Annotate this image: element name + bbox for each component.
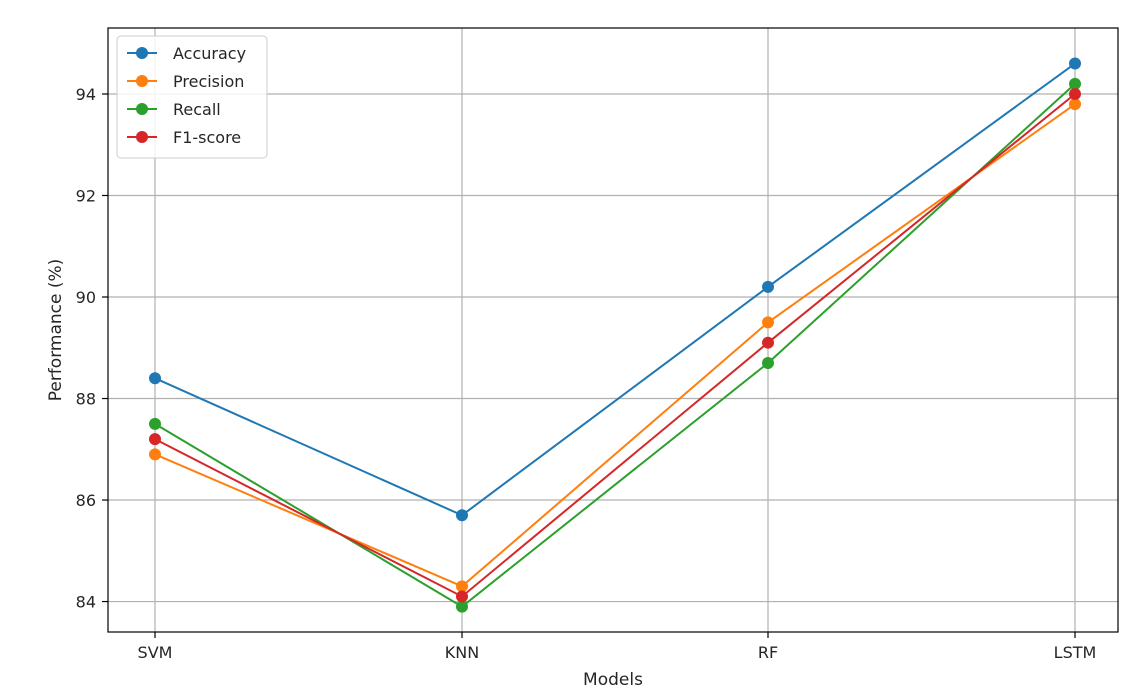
legend: Accuracy Precision Recall F1-score [116, 35, 268, 159]
data-point [1069, 87, 1081, 100]
data-point [456, 580, 468, 593]
x-tick-label: KNN [445, 643, 479, 662]
data-point [762, 316, 774, 329]
x-tick-label: RF [758, 643, 778, 662]
data-point [762, 280, 774, 293]
series-f1-score [149, 87, 1081, 603]
y-tick-label: 84 [76, 593, 96, 612]
y-axis-label: Performance (%) [46, 259, 66, 402]
legend-label: Accuracy [173, 44, 246, 63]
legend-box [116, 35, 268, 159]
data-point [149, 417, 161, 430]
legend-marker [136, 75, 148, 87]
legend-item: Precision [127, 72, 244, 91]
plot-frame [107, 27, 1119, 633]
data-point [456, 590, 468, 603]
series-line [154, 83, 1076, 608]
data-point [456, 509, 468, 522]
data-point [149, 448, 161, 461]
y-tick-label: 90 [76, 288, 96, 307]
x-axis-label: Models [583, 670, 643, 690]
y-tick-label: 94 [76, 85, 96, 104]
series-group [149, 57, 1081, 613]
legend-marker [136, 47, 148, 59]
data-point [1069, 77, 1081, 90]
legend-item: Accuracy [127, 44, 246, 63]
legend-marker [136, 131, 148, 143]
legend-label: F1-score [173, 128, 241, 147]
data-point [762, 336, 774, 349]
y-tick-label: 86 [76, 491, 96, 510]
tick-group: SVM KNN RF LSTM 84 86 88 90 92 94 [76, 85, 1097, 662]
y-tick-label: 92 [76, 186, 96, 205]
series-precision [149, 98, 1081, 593]
series-accuracy [149, 57, 1081, 522]
legend-label: Precision [173, 72, 244, 91]
x-tick-label: LSTM [1054, 643, 1097, 662]
series-line [154, 93, 1076, 598]
data-point [762, 356, 774, 369]
series-line [154, 62, 1076, 517]
data-point [456, 600, 468, 613]
legend-marker [136, 103, 148, 115]
legend-item: Recall [127, 100, 221, 119]
data-point [1069, 98, 1081, 111]
data-point [149, 372, 161, 385]
x-tick-label: SVM [138, 643, 173, 662]
y-tick-label: 88 [76, 390, 96, 409]
series-line [154, 103, 1076, 588]
data-point [149, 433, 161, 446]
series-recall [149, 77, 1081, 613]
legend-item: F1-score [127, 128, 241, 147]
legend-label: Recall [173, 100, 221, 119]
data-point [1069, 57, 1081, 70]
